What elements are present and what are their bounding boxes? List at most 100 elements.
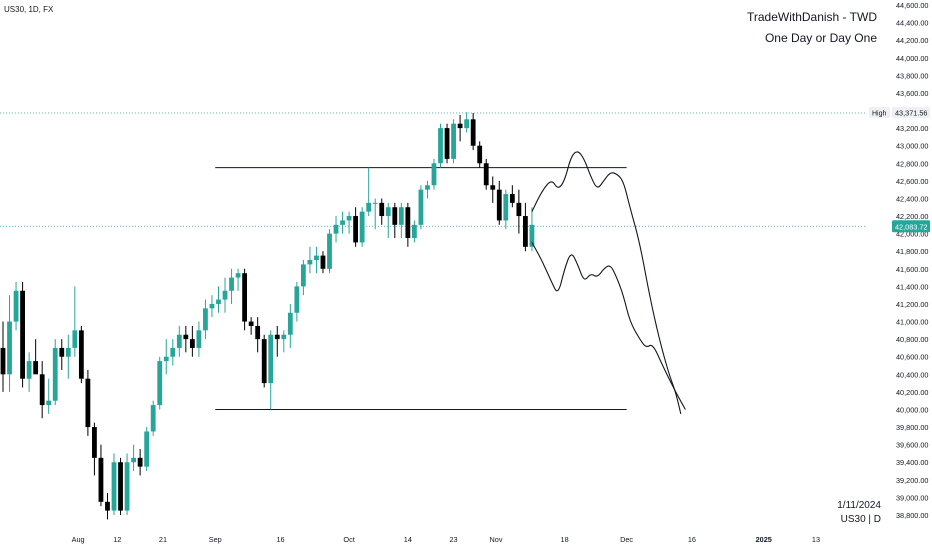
price-axis[interactable]: 38,800.00 39,000.00 39,200.00 39,400.00 39,6… <box>896 1 928 520</box>
candle-body-up <box>209 303 215 309</box>
candle-body-up <box>333 224 339 234</box>
x-tick-label: Dec <box>620 535 633 544</box>
y-tick-label: 42,600.00 <box>896 177 928 186</box>
y-tick-label: 41,400.00 <box>896 282 928 291</box>
candle-body-down <box>483 163 489 186</box>
footer-date: 1/11/2024 <box>837 500 881 511</box>
candle-body-down <box>33 361 39 375</box>
candle-body-up <box>65 347 71 357</box>
high-tag-label: High <box>872 111 887 118</box>
candle-body-up <box>46 400 52 406</box>
x-tick-label: 21 <box>159 535 167 544</box>
candle-body-down <box>274 334 280 340</box>
candle-body-up <box>222 290 228 300</box>
y-tick-label: 44,600.00 <box>896 1 928 10</box>
x-tick-label: Oct <box>343 535 354 544</box>
x-tick-label: 13 <box>812 535 820 544</box>
x-tick-label: 2025 <box>756 535 772 544</box>
symbol-info-label[interactable]: US30, 1D, FX <box>4 5 54 14</box>
x-tick-label: Aug <box>72 535 85 544</box>
y-tick-label: 43,600.00 <box>896 89 928 98</box>
projection-path-1 <box>531 151 682 415</box>
candle-body-up <box>464 119 470 129</box>
candle-body-down <box>59 347 65 357</box>
candle-body-up <box>196 330 202 348</box>
candle-body-up <box>203 308 208 331</box>
candle-body-down <box>379 202 385 217</box>
y-tick-label: 39,200.00 <box>896 476 928 485</box>
candle-body-down <box>85 378 91 428</box>
candle-body-up <box>170 347 176 357</box>
x-tick-label: 14 <box>404 535 412 544</box>
y-tick-label: 39,400.00 <box>896 458 928 467</box>
x-tick-label: 16 <box>276 535 284 544</box>
y-tick-label: 40,200.00 <box>896 388 928 397</box>
price-tags: High 43,371.56 42,083.72 <box>869 107 930 233</box>
candle-body-down <box>183 334 189 340</box>
x-tick-label: 18 <box>561 535 569 544</box>
candle-body-down <box>490 185 496 190</box>
candle-body-up <box>327 233 332 269</box>
y-tick-label: 41,000.00 <box>896 318 928 327</box>
candle-body-down <box>392 207 398 225</box>
projection-paths <box>531 151 686 415</box>
y-tick-label: 41,200.00 <box>896 300 928 309</box>
candle-body-up <box>131 457 136 463</box>
candle-body-up <box>294 286 300 313</box>
candle-body-up <box>340 220 345 225</box>
candle-body-down <box>242 273 248 322</box>
candle-body-down <box>516 202 522 217</box>
y-tick-label: 43,800.00 <box>896 71 928 80</box>
high-value-label: 43,371.56 <box>895 109 927 118</box>
candles <box>0 112 535 520</box>
y-tick-label: 38,800.00 <box>896 511 928 520</box>
footer-symbol-timeframe: US30 | D <box>840 514 881 525</box>
time-axis[interactable]: Aug 12 21 Sep 16 Oct 14 23 Nov 18 Dec 16 2025 13 <box>72 535 820 544</box>
candle-body-down <box>320 255 326 269</box>
candle-body-up <box>307 260 313 265</box>
candle-body-up <box>216 299 221 304</box>
y-tick-label: 42,000.00 <box>896 230 928 239</box>
dotted-guide-lines <box>0 112 866 227</box>
current-price-label: 42,083.72 <box>895 222 927 231</box>
x-tick-label: 16 <box>688 535 696 544</box>
candle-body-up <box>372 202 378 204</box>
y-tick-label: 42,200.00 <box>896 212 928 221</box>
y-tick-label: 44,400.00 <box>896 19 928 28</box>
candle-body-up <box>229 277 234 291</box>
y-tick-label: 39,600.00 <box>896 441 928 450</box>
candle-body-up <box>124 462 130 511</box>
x-tick-label: Nov <box>490 535 503 544</box>
x-tick-label: 23 <box>450 535 458 544</box>
y-tick-label: 42,400.00 <box>896 194 928 203</box>
candle-body-up <box>176 334 182 348</box>
candle-body-down <box>78 330 84 379</box>
y-tick-label: 43,200.00 <box>896 124 928 133</box>
candle-body-up <box>411 224 417 239</box>
candle-body-up <box>7 321 12 375</box>
candle-body-down <box>0 347 6 375</box>
candle-body-down <box>509 194 515 203</box>
candle-body-down <box>477 145 483 164</box>
candle-body-up <box>150 405 156 432</box>
horizontal-levels <box>215 167 627 410</box>
candle-body-down <box>261 339 267 384</box>
candle-body-up <box>26 361 32 379</box>
y-tick-label: 40,600.00 <box>896 353 928 362</box>
x-tick-label: Sep <box>209 535 222 544</box>
y-tick-label: 41,600.00 <box>896 265 928 274</box>
candle-body-down <box>248 321 254 326</box>
candle-body-up <box>385 207 391 217</box>
candle-body-down <box>98 457 104 502</box>
y-tick-label: 42,800.00 <box>896 159 928 168</box>
y-tick-label: 44,200.00 <box>896 36 928 45</box>
high-value-tag-bg <box>892 107 930 119</box>
y-tick-label: 43,000.00 <box>896 142 928 151</box>
candle-body-down <box>353 216 359 243</box>
candle-body-down <box>105 501 110 511</box>
brand-subtitle: One Day or Day One <box>764 31 877 45</box>
candle-body-up <box>157 361 163 406</box>
candle-body-up <box>418 189 424 225</box>
candle-body-up <box>451 123 456 159</box>
